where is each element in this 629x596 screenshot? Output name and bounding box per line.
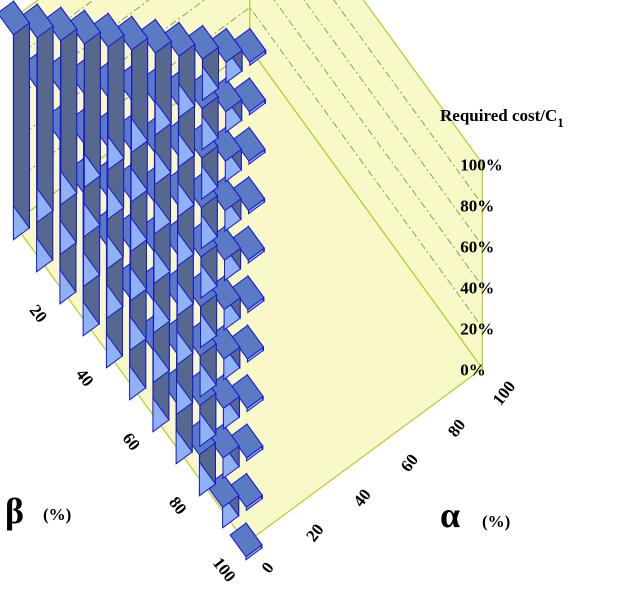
bar <box>230 373 264 413</box>
bar <box>231 274 265 314</box>
gridline-20 <box>13 6 483 328</box>
bar <box>230 422 264 462</box>
beta-tick-label: 100 <box>209 554 240 586</box>
bar <box>91 11 125 171</box>
bar <box>232 175 266 215</box>
z-axis-title: Required cost/C1 <box>440 106 564 130</box>
alpha-axis-symbol: α <box>440 495 460 535</box>
bar <box>185 24 220 102</box>
gridline-60 <box>13 0 483 246</box>
bar <box>138 17 172 137</box>
chart-gridlines <box>13 0 483 328</box>
alpha-tick-label: 20 <box>302 520 327 545</box>
beta-tick-label: 20 <box>26 301 51 326</box>
bar <box>0 0 31 241</box>
z-tick-label: 40% <box>460 279 494 298</box>
z-tick-label: 0% <box>460 361 486 380</box>
beta-tick-label: 0 <box>0 240 2 258</box>
bar <box>231 224 265 265</box>
chart-bars <box>0 0 267 561</box>
alpha-tick-label: 100 <box>489 377 520 409</box>
beta-tick-label: 60 <box>119 429 144 454</box>
bar <box>115 14 149 154</box>
bar <box>20 2 54 224</box>
z-tick-label: 20% <box>460 320 494 339</box>
z-tick-label: 80% <box>460 197 494 216</box>
bar <box>229 521 263 561</box>
bar <box>162 20 196 119</box>
alpha-tick-label: 60 <box>397 450 422 475</box>
bar-top-face <box>229 522 263 558</box>
z-tick-label: 60% <box>460 238 494 257</box>
alpha-tick-label: 0 <box>258 558 278 576</box>
bar <box>209 27 243 84</box>
bar <box>67 8 101 189</box>
bar-side-face <box>13 0 30 230</box>
bar-top-face <box>0 0 31 36</box>
z-axis-title-subscript: 1 <box>557 115 564 130</box>
bar <box>233 27 267 67</box>
beta-axis-symbol: β <box>5 491 24 531</box>
beta-tick-label: 80 <box>165 493 190 518</box>
beta-axis-unit: (%) <box>43 505 71 524</box>
bar <box>229 472 263 512</box>
gridline-40 <box>13 0 483 287</box>
alpha-tick-label: 40 <box>349 485 374 510</box>
bar <box>232 76 267 116</box>
beta-tick-label: 40 <box>72 365 97 390</box>
alpha-tick-label: 80 <box>444 415 469 440</box>
gridline-80 <box>13 0 483 205</box>
z-tick-label: 100% <box>460 156 503 175</box>
z-axis-title-text: Required cost/C <box>440 106 557 125</box>
alpha-axis-unit: (%) <box>482 512 510 531</box>
bar <box>44 5 78 206</box>
